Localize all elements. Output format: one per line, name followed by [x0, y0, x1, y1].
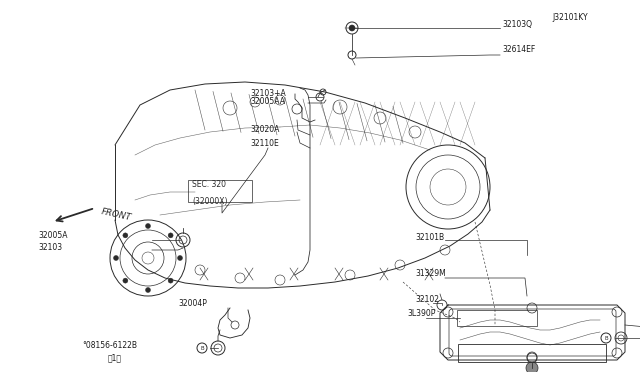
Circle shape [177, 256, 182, 260]
Circle shape [526, 362, 538, 372]
Text: 32102: 32102 [415, 295, 439, 304]
Text: B: B [604, 336, 608, 340]
Text: 3L390P: 3L390P [407, 310, 435, 318]
Circle shape [349, 25, 355, 31]
Text: 32103: 32103 [38, 244, 62, 253]
Text: FRONT: FRONT [100, 208, 132, 222]
Text: B: B [200, 346, 204, 350]
Text: 31329M: 31329M [415, 269, 445, 279]
Text: (32000X): (32000X) [192, 197, 227, 206]
Text: °08156-6122B: °08156-6122B [82, 340, 137, 350]
Text: 32614EF: 32614EF [502, 45, 535, 55]
Circle shape [123, 278, 128, 283]
Circle shape [145, 224, 150, 228]
Text: 〈1〉: 〈1〉 [108, 353, 122, 362]
Text: 32110E: 32110E [250, 138, 279, 148]
Text: 32103+A: 32103+A [250, 89, 285, 97]
Circle shape [113, 256, 118, 260]
Text: SEC. 320: SEC. 320 [192, 180, 226, 189]
Text: 32005A: 32005A [38, 231, 67, 241]
Text: 32005AA: 32005AA [250, 97, 285, 106]
Text: 32103Q: 32103Q [502, 19, 532, 29]
Text: 32101B: 32101B [415, 232, 444, 241]
Circle shape [145, 288, 150, 292]
Text: 32020A: 32020A [250, 125, 280, 135]
Circle shape [168, 278, 173, 283]
Text: J32101KY: J32101KY [552, 13, 588, 22]
Circle shape [123, 233, 128, 238]
Circle shape [168, 233, 173, 238]
Text: 32004P: 32004P [178, 299, 207, 308]
